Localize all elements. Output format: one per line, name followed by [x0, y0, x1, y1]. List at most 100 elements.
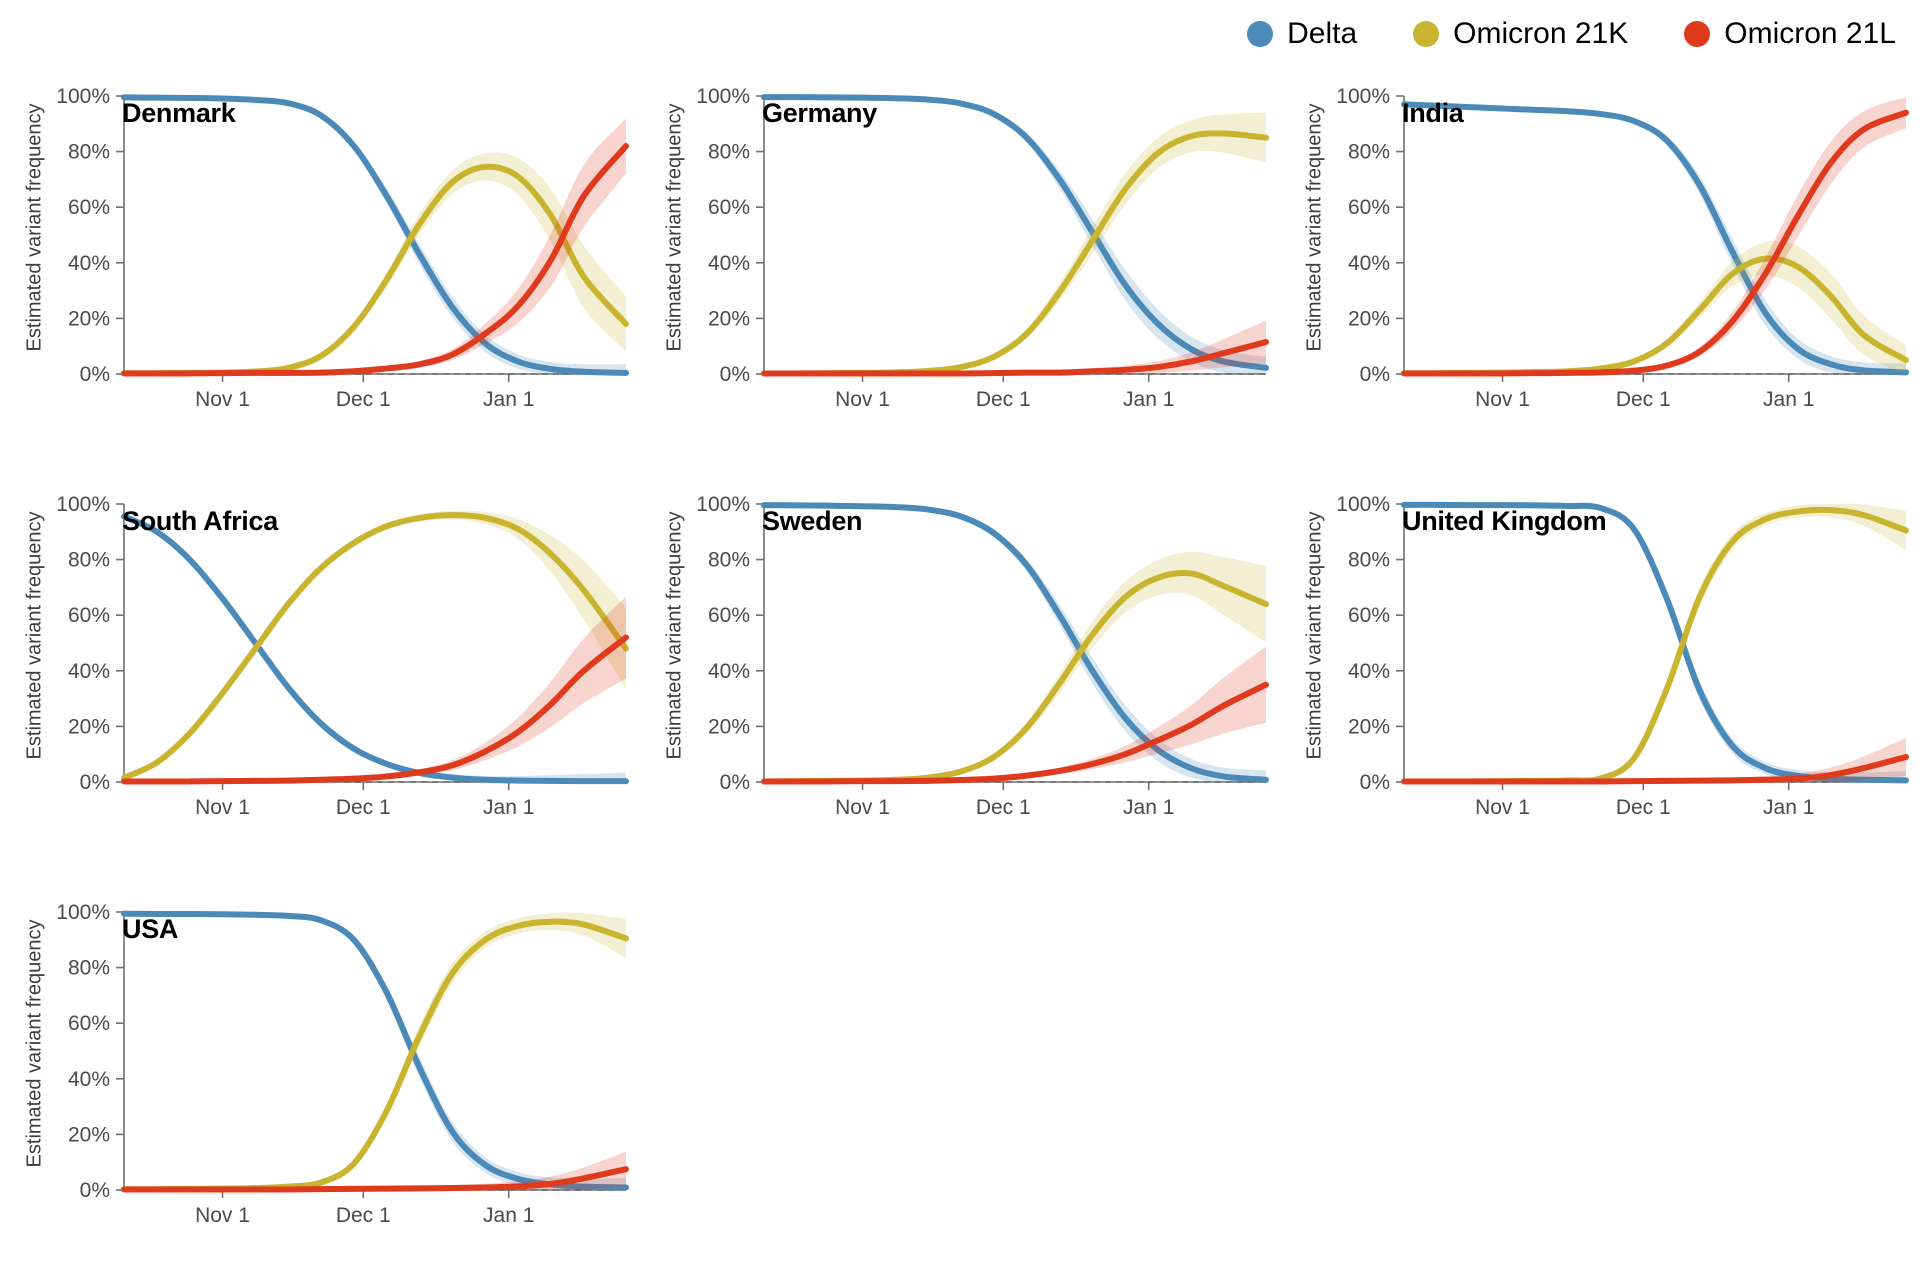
y-tick-label: 60%: [68, 1012, 110, 1035]
y-tick-label: 100%: [1336, 493, 1390, 516]
circle-marker-icon: [1684, 21, 1711, 47]
y-tick-label: 100%: [56, 493, 110, 516]
x-tick-label: Jan 1: [483, 1204, 534, 1227]
confidence-band-omicron-21l: [1404, 97, 1906, 375]
confidence-band-omicron-21l: [124, 1151, 626, 1191]
series-line-delta: [761, 94, 1269, 371]
y-tick-label: 20%: [68, 307, 110, 330]
legend-item-label: Omicron 21L: [1724, 17, 1896, 50]
y-tick-label: 0%: [720, 771, 750, 794]
series-line-delta: [121, 513, 629, 785]
panel-south-africa: Estimated variant frequency 0% 20% 40% 60% 80…: [0, 470, 640, 878]
y-tick-label: 80%: [1348, 549, 1390, 572]
confidence-band-omicron-21k: [764, 112, 1266, 375]
confidence-band-omicron-21k: [1404, 503, 1906, 783]
series-line-omicron-21k: [1401, 506, 1909, 785]
plot-area: 0% 20% 40% 60% 80% 100% Nov 1 Dec 1 Jan 1: [692, 85, 1269, 418]
x-tick-label: Dec 1: [976, 388, 1031, 411]
series-line-delta: [761, 502, 1269, 783]
y-axis-label: Estimated variant frequency: [658, 470, 692, 800]
y-tick-label: 40%: [68, 660, 110, 683]
series-line-delta: [1401, 101, 1909, 376]
y-axis-label-text: Estimated variant frequency: [23, 511, 46, 759]
panel-usa: Estimated variant frequency 0% 20% 40% 60% 80…: [0, 878, 640, 1286]
legend-item-omicron-21l[interactable]: Omicron 21L: [1684, 19, 1896, 49]
x-tick-label: Jan 1: [483, 388, 534, 411]
plot-area: 0% 20% 40% 60% 80% 100% Nov 1 Dec 1 Jan 1: [52, 85, 629, 418]
y-tick-label: 100%: [696, 493, 750, 516]
y-tick-label: 0%: [720, 363, 750, 386]
plot-area: 0% 20% 40% 60% 80% 100% Nov 1 Dec 1 Jan 1: [52, 901, 629, 1234]
x-tick-label: Jan 1: [1763, 388, 1814, 411]
panel-grid: Estimated variant frequency 0% 20% 40% 60% 80…: [0, 62, 1920, 1286]
confidence-band-omicron-21k: [764, 551, 1266, 782]
y-axis-label: Estimated variant frequency: [18, 62, 52, 392]
series-line-delta: [121, 94, 629, 376]
y-tick-label: 40%: [1348, 660, 1390, 683]
y-tick-label: 20%: [68, 715, 110, 738]
panel-title: USA: [122, 914, 179, 944]
y-tick-label: 80%: [708, 141, 750, 164]
y-axis-label-text: Estimated variant frequency: [23, 919, 46, 1167]
x-tick-label: Dec 1: [976, 796, 1031, 819]
panel-title: Germany: [762, 98, 877, 128]
y-axis-label-text: Estimated variant frequency: [1303, 511, 1326, 759]
y-tick-label: 20%: [1348, 715, 1390, 738]
y-tick-label: 100%: [1336, 85, 1390, 108]
series-line-omicron-21k: [121, 512, 629, 781]
y-axis-label-text: Estimated variant frequency: [663, 103, 686, 351]
y-axis-label-text: Estimated variant frequency: [663, 511, 686, 759]
y-axis-label: Estimated variant frequency: [18, 470, 52, 800]
y-tick-label: 40%: [708, 252, 750, 275]
circle-marker-icon: [1247, 21, 1274, 47]
x-tick-label: Jan 1: [1763, 796, 1814, 819]
confidence-band-omicron-21l: [124, 118, 626, 375]
y-tick-label: 60%: [1348, 604, 1390, 627]
legend-item-label: Omicron 21K: [1453, 17, 1629, 50]
y-tick-label: 20%: [1348, 307, 1390, 330]
plot-area: 0% 20% 40% 60% 80% 100% Nov 1 Dec 1 Jan 1: [1332, 85, 1909, 418]
series-line-delta: [1401, 501, 1909, 784]
y-tick-label: 40%: [708, 660, 750, 683]
confidence-band-delta: [1404, 504, 1906, 783]
y-axis-label-text: Estimated variant frequency: [1303, 103, 1326, 351]
series-line-omicron-21l: [121, 634, 629, 785]
panel-sweden: Estimated variant frequency 0% 20% 40% 60% 80…: [640, 470, 1280, 878]
legend-item-omicron-21k[interactable]: Omicron 21K: [1413, 19, 1628, 49]
y-tick-label: 0%: [80, 363, 110, 386]
x-tick-label: Dec 1: [336, 796, 391, 819]
y-tick-label: 80%: [68, 957, 110, 980]
y-tick-label: 100%: [56, 901, 110, 924]
panel-title: South Africa: [122, 506, 278, 536]
legend-item-delta[interactable]: Delta: [1247, 19, 1357, 49]
y-axis-label-text: Estimated variant frequency: [23, 103, 46, 351]
y-tick-label: 0%: [1360, 771, 1390, 794]
panel-germany: Estimated variant frequency 0% 20% 40% 60% 80…: [640, 62, 1280, 470]
panel-title: Denmark: [122, 98, 236, 128]
x-tick-label: Dec 1: [336, 388, 391, 411]
confidence-band-delta: [124, 913, 626, 1191]
y-axis-label: Estimated variant frequency: [658, 62, 692, 392]
panel-denmark: Estimated variant frequency 0% 20% 40% 60% 80…: [0, 62, 640, 470]
y-tick-label: 0%: [80, 771, 110, 794]
x-tick-label: Nov 1: [835, 388, 890, 411]
y-tick-label: 0%: [80, 1179, 110, 1202]
y-tick-label: 20%: [708, 307, 750, 330]
x-tick-label: Nov 1: [1475, 796, 1530, 819]
plot-area: 0% 20% 40% 60% 80% 100% Nov 1 Dec 1 Jan 1: [1332, 493, 1909, 826]
x-tick-label: Nov 1: [1475, 388, 1530, 411]
series-line-omicron-21k: [761, 570, 1269, 785]
y-axis-label: Estimated variant frequency: [18, 878, 52, 1208]
y-tick-label: 0%: [1360, 363, 1390, 386]
panel-title: India: [1402, 98, 1464, 128]
series-line-omicron-21l: [761, 681, 1269, 785]
confidence-band-omicron-21k: [124, 912, 626, 1190]
series-line-omicron-21l: [761, 339, 1269, 377]
x-tick-label: Nov 1: [195, 796, 250, 819]
panel-title: Sweden: [762, 506, 863, 536]
panel-india: Estimated variant frequency 0% 20% 40% 60% 80…: [1280, 62, 1920, 470]
panel-title: United Kingdom: [1402, 506, 1607, 536]
y-tick-label: 60%: [68, 196, 110, 219]
y-tick-label: 80%: [68, 549, 110, 572]
